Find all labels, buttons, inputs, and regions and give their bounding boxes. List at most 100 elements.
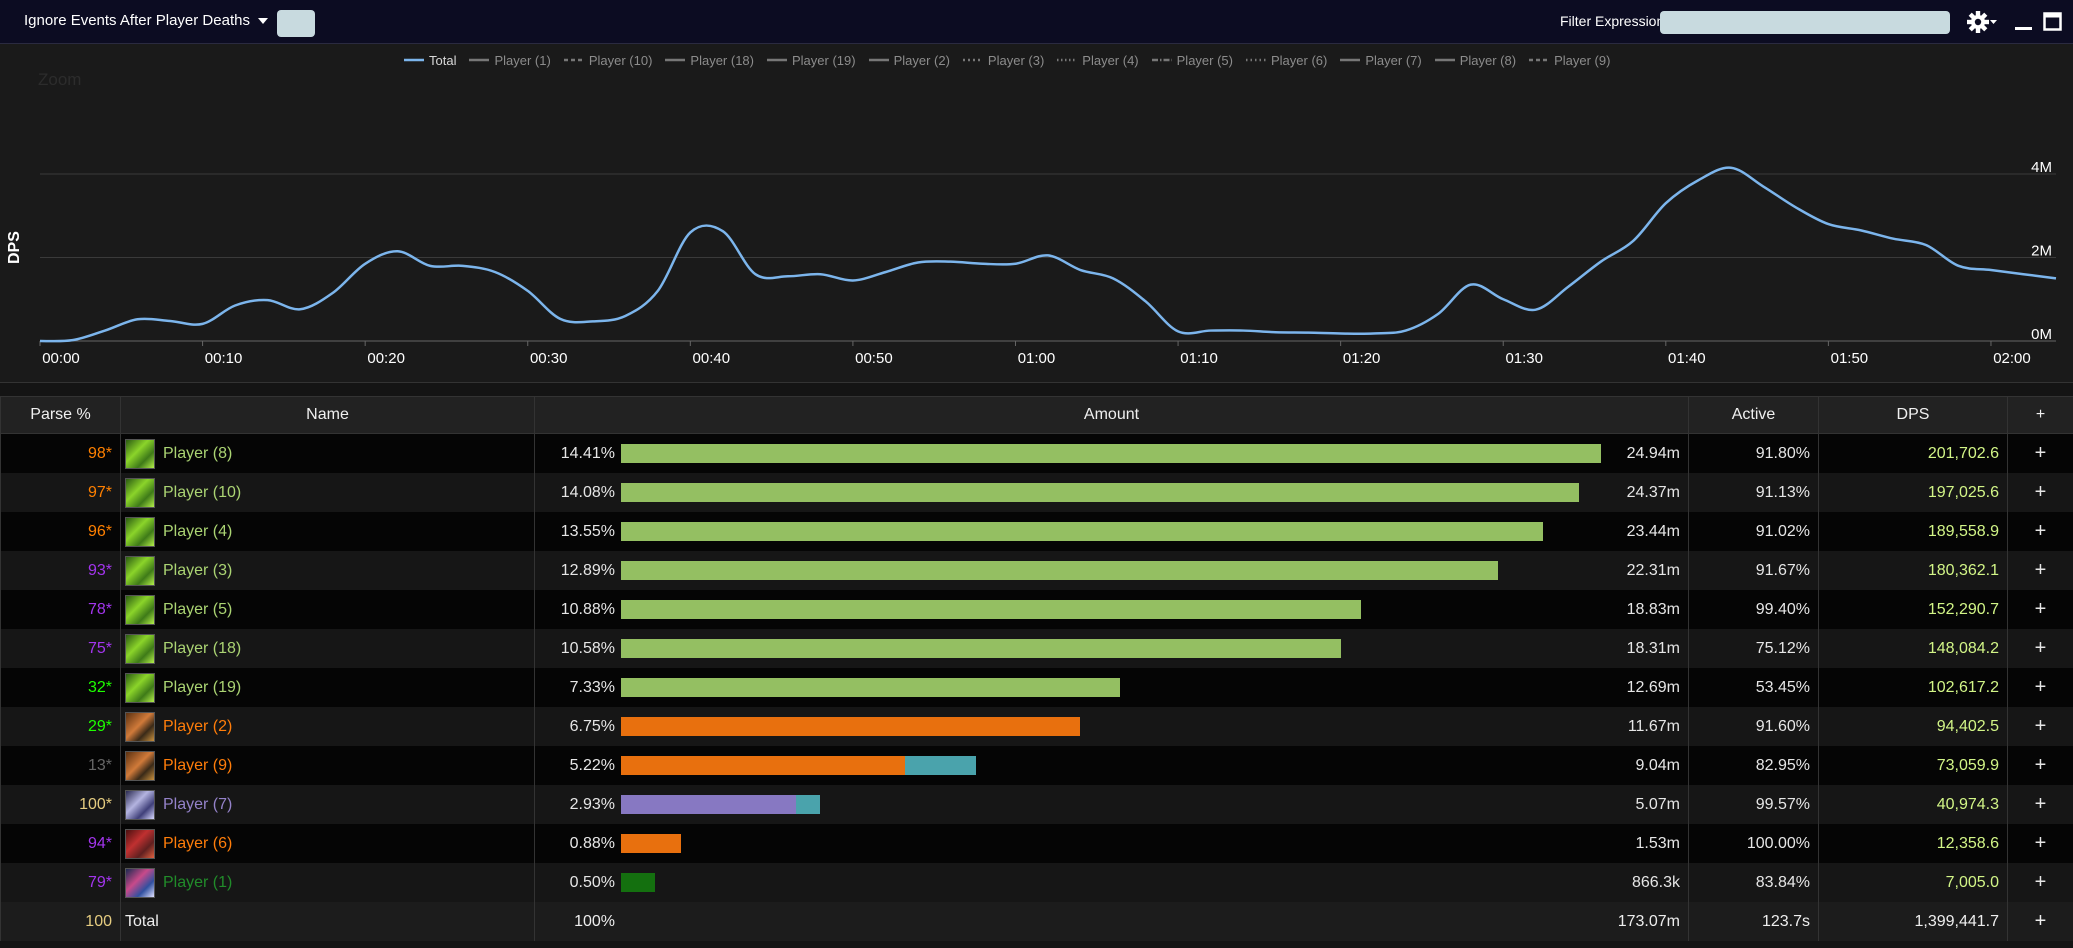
expand-row-button[interactable]: + <box>2007 590 2073 629</box>
legend-item[interactable]: Player (1) <box>469 53 551 68</box>
class-green-icon <box>125 438 155 469</box>
active-percent: 53.45% <box>1755 678 1810 696</box>
table-row[interactable]: 97* Player (10) 14.08% 24.37m 91.13% 197,025.… <box>0 473 2073 512</box>
name-cell[interactable]: Player (3) <box>120 551 535 590</box>
player-name-wrap: Player (5) <box>125 594 534 625</box>
legend-item[interactable]: Player (9) <box>1529 53 1610 68</box>
legend-item[interactable]: Player (8) <box>1434 53 1516 68</box>
death-events-dropdown[interactable]: Ignore Events After Player Deaths <box>24 12 268 29</box>
name-cell[interactable]: Player (8) <box>120 433 535 473</box>
expand-row-button[interactable]: + <box>2007 473 2073 512</box>
legend-item[interactable]: Total <box>404 53 456 68</box>
zoom-label[interactable]: Zoom <box>38 70 82 89</box>
amount-cell: 10.58% 18.31m <box>534 629 1689 668</box>
amount-bar <box>621 639 1341 658</box>
expand-row-button[interactable]: + <box>2007 863 2073 902</box>
table-row[interactable]: 94* Player (6) 0.88% 1.53m 100.00% 12,358.6 + <box>0 824 2073 863</box>
expand-row-button[interactable]: + <box>2007 746 2073 785</box>
legend-item[interactable]: Player (6) <box>1246 53 1327 68</box>
header-amount[interactable]: Amount <box>534 396 1689 434</box>
active-cell: 75.12% <box>1688 629 1819 668</box>
expand-row-button[interactable]: + <box>2007 902 2073 941</box>
plus-icon: + <box>2034 676 2047 698</box>
name-cell[interactable]: Player (4) <box>120 512 535 551</box>
class-green-icon <box>125 633 155 664</box>
table-row[interactable]: 78* Player (5) 10.88% 18.83m 99.40% 152,290.7… <box>0 590 2073 629</box>
active-cell: 82.95% <box>1688 746 1819 785</box>
table-row[interactable]: 96* Player (4) 13.55% 23.44m 91.02% 189,558.9… <box>0 512 2073 551</box>
x-tick-label: 00:00 <box>42 350 80 367</box>
x-tick-label: 01:40 <box>1668 350 1706 367</box>
legend-item[interactable]: Player (7) <box>1340 53 1422 68</box>
amount-total: 22.31m <box>1626 562 1680 579</box>
total-percent: 100% <box>574 913 615 930</box>
name-cell[interactable]: Player (9) <box>120 746 535 785</box>
header-name[interactable]: Name <box>120 396 535 434</box>
legend-item[interactable]: Player (10) <box>563 53 652 68</box>
class-green-icon <box>125 555 155 586</box>
name-cell[interactable]: Player (18) <box>120 629 535 668</box>
table-row[interactable]: 75* Player (18) 10.58% 18.31m 75.12% 148,084.… <box>0 629 2073 668</box>
header-dps[interactable]: DPS <box>1818 396 2008 434</box>
legend-item[interactable]: Player (18) <box>665 53 754 68</box>
expand-row-button[interactable]: + <box>2007 512 2073 551</box>
table-row[interactable]: 29* Player (2) 6.75% 11.67m 91.60% 94,402.5 + <box>0 707 2073 746</box>
name-cell[interactable]: Player (19) <box>120 668 535 707</box>
table-row[interactable]: 93* Player (3) 12.89% 22.31m 91.67% 180,362.1… <box>0 551 2073 590</box>
legend-swatch <box>962 58 983 62</box>
legend-item[interactable]: Player (19) <box>766 53 856 68</box>
legend-swatch <box>563 58 584 62</box>
active-cell: 99.57% <box>1688 785 1819 824</box>
y-tick-label: 2M <box>2031 243 2052 260</box>
table-row[interactable]: 98* Player (8) 14.41% 24.94m 91.80% 201,702.6… <box>0 433 2073 473</box>
plus-icon: + <box>2034 559 2047 581</box>
player-name: Player (2) <box>163 717 233 735</box>
parse-cell: 13* <box>0 746 121 785</box>
dps-cell: 189,558.9 <box>1818 512 2008 551</box>
amount-bar <box>621 561 1498 580</box>
gear-icon[interactable] <box>1964 7 1998 37</box>
expand-row-button[interactable]: + <box>2007 629 2073 668</box>
table-row[interactable]: 13* Player (9) 5.22% 9.04m 82.95% 73,059.9 + <box>0 746 2073 785</box>
series-line-total[interactable] <box>39 166 2057 343</box>
header-parse[interactable]: Parse % <box>0 396 121 434</box>
active-cell: 83.84% <box>1688 863 1819 902</box>
name-cell[interactable]: Player (6) <box>120 824 535 863</box>
maximize-icon[interactable] <box>2041 10 2065 34</box>
toolbar-button[interactable] <box>277 10 315 37</box>
expand-row-button[interactable]: + <box>2007 707 2073 746</box>
legend-swatch <box>868 58 889 62</box>
name-cell[interactable]: Player (7) <box>120 785 535 824</box>
amount-bar <box>621 873 655 892</box>
amount-bar <box>621 522 1543 541</box>
name-cell[interactable]: Player (2) <box>120 707 535 746</box>
expand-row-button[interactable]: + <box>2007 551 2073 590</box>
player-name-wrap: Player (2) <box>125 711 534 742</box>
player-name-wrap: Player (8) <box>125 438 534 469</box>
legend-item[interactable]: Player (3) <box>962 53 1044 68</box>
legend-item[interactable]: Player (5) <box>1151 53 1233 68</box>
table-row[interactable]: 79* Player (1) 0.50% 866.3k 83.84% 7,005.0 + <box>0 863 2073 902</box>
name-cell[interactable]: Player (5) <box>120 590 535 629</box>
legend-item[interactable]: Player (2) <box>868 53 950 68</box>
class-green-icon <box>125 672 155 703</box>
legend-item[interactable]: Player (4) <box>1057 53 1139 68</box>
expand-row-button[interactable]: + <box>2007 433 2073 473</box>
name-cell[interactable]: Player (10) <box>120 473 535 512</box>
header-add-column[interactable]: + <box>2007 396 2073 434</box>
dps-value: 102,617.2 <box>1927 678 1999 696</box>
parse-percentile: 29* <box>87 717 112 735</box>
total-label: Total <box>125 912 159 930</box>
active-percent: 83.84% <box>1755 873 1810 891</box>
table-row[interactable]: 100* Player (7) 2.93% 5.07m 99.57% 40,974.3 + <box>0 785 2073 824</box>
expand-row-button[interactable]: + <box>2007 785 2073 824</box>
expand-row-button[interactable]: + <box>2007 668 2073 707</box>
header-active[interactable]: Active <box>1688 396 1819 434</box>
player-name: Player (1) <box>163 873 233 891</box>
name-cell[interactable]: Player (1) <box>120 863 535 902</box>
table-row[interactable]: 32* Player (19) 7.33% 12.69m 53.45% 102,617.2… <box>0 668 2073 707</box>
legend-label: Total <box>429 52 457 68</box>
expand-row-button[interactable]: + <box>2007 824 2073 863</box>
minimize-icon[interactable] <box>2012 10 2036 34</box>
filter-expression-input[interactable] <box>1660 11 1950 34</box>
